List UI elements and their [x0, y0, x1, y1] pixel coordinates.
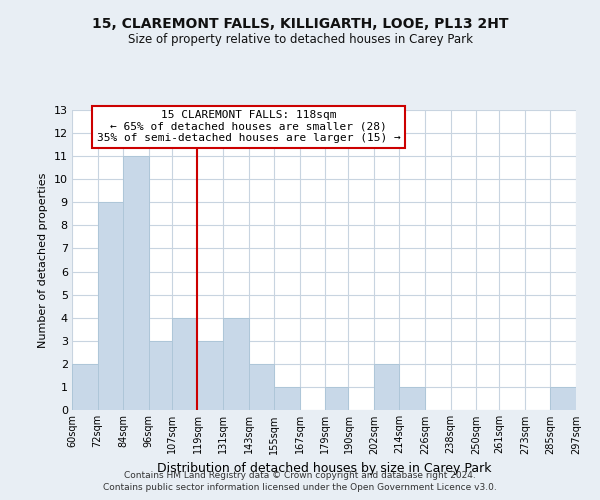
Bar	[223, 318, 248, 410]
Bar	[98, 202, 123, 410]
Text: Size of property relative to detached houses in Carey Park: Size of property relative to detached ho…	[128, 32, 473, 46]
Bar	[248, 364, 274, 410]
Bar	[400, 387, 425, 410]
Bar	[123, 156, 149, 410]
Y-axis label: Number of detached properties: Number of detached properties	[38, 172, 48, 348]
Text: 15 CLAREMONT FALLS: 118sqm
← 65% of detached houses are smaller (28)
35% of semi: 15 CLAREMONT FALLS: 118sqm ← 65% of deta…	[97, 110, 400, 143]
Bar	[197, 341, 223, 410]
Bar	[550, 387, 576, 410]
Bar	[149, 341, 172, 410]
X-axis label: Distribution of detached houses by size in Carey Park: Distribution of detached houses by size …	[157, 462, 491, 475]
Bar	[72, 364, 98, 410]
Bar	[374, 364, 400, 410]
Text: Contains HM Land Registry data © Crown copyright and database right 2024.: Contains HM Land Registry data © Crown c…	[124, 471, 476, 480]
Bar	[172, 318, 197, 410]
Text: 15, CLAREMONT FALLS, KILLIGARTH, LOOE, PL13 2HT: 15, CLAREMONT FALLS, KILLIGARTH, LOOE, P…	[92, 18, 508, 32]
Bar	[274, 387, 299, 410]
Text: Contains public sector information licensed under the Open Government Licence v3: Contains public sector information licen…	[103, 484, 497, 492]
Bar	[325, 387, 349, 410]
